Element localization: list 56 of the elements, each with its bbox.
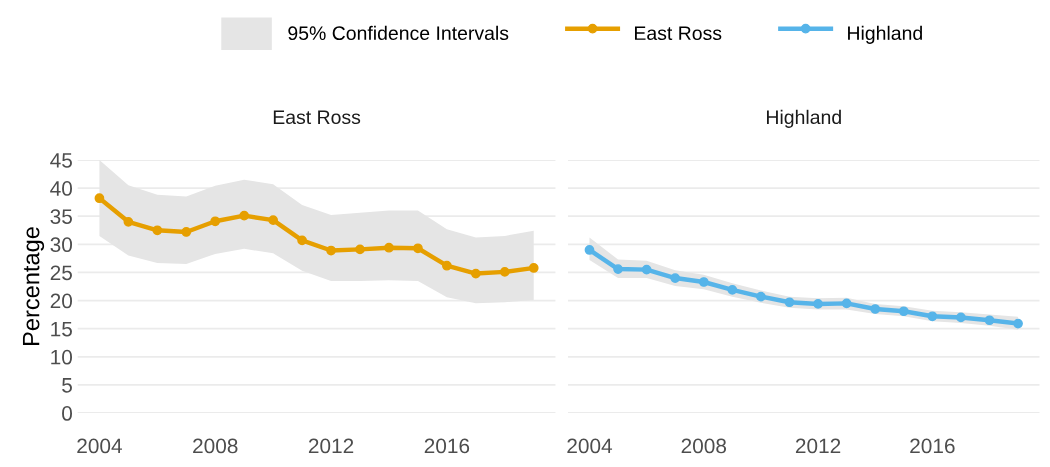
point — [784, 297, 795, 308]
point — [641, 264, 652, 275]
point — [927, 311, 938, 322]
point — [528, 263, 539, 273]
y-tick-label: 35 — [50, 209, 72, 224]
chart-title: Highland — [767, 109, 841, 128]
point — [984, 315, 995, 326]
point — [470, 268, 481, 279]
point — [94, 193, 105, 204]
point — [670, 273, 681, 283]
point — [756, 291, 766, 302]
point — [813, 299, 823, 309]
x-tick-label: 2016 — [910, 438, 955, 454]
point — [727, 285, 738, 295]
point — [297, 235, 307, 246]
x-tick-label: 2008 — [681, 438, 727, 454]
legend-label: East Ross — [635, 26, 722, 41]
point — [584, 245, 595, 255]
point — [268, 215, 279, 226]
point — [1013, 318, 1023, 329]
point — [413, 243, 423, 254]
point — [355, 244, 365, 255]
x-tick-label: 2012 — [795, 438, 841, 454]
y-tick-label: 40 — [50, 181, 73, 196]
y-tick-label: 25 — [50, 265, 72, 281]
point — [210, 216, 221, 227]
point — [898, 306, 909, 317]
y-tick-label: 20 — [50, 293, 73, 309]
point — [239, 210, 250, 221]
point — [956, 312, 966, 323]
x-tick-label: 2012 — [308, 438, 354, 454]
point — [384, 242, 394, 253]
text: 95% Confidence Intervals — [288, 25, 509, 41]
x-tick-label: 2004 — [567, 438, 613, 454]
point — [326, 245, 336, 256]
y-axis-title: Percentage — [22, 227, 45, 345]
point — [181, 227, 192, 237]
point — [442, 260, 452, 271]
chart-title: East Ross — [273, 110, 361, 125]
y-tick-label: 45 — [50, 153, 72, 168]
y-tick-label: 5 — [62, 378, 72, 393]
y-tick-label: 10 — [51, 349, 73, 365]
legend-label: Highland — [848, 25, 922, 44]
point — [841, 298, 852, 309]
point — [499, 267, 510, 277]
point — [698, 277, 709, 287]
point — [613, 264, 623, 274]
y-tick-label: 30 — [50, 237, 73, 253]
y-tick-label: 15 — [51, 321, 72, 337]
y-tick-label: 0 — [62, 406, 73, 421]
x-tick-label: 2016 — [424, 438, 470, 454]
point — [870, 304, 881, 314]
point — [152, 225, 163, 236]
point — [123, 216, 134, 227]
x-tick-label: 2008 — [193, 438, 238, 454]
x-tick-label: 2004 — [77, 438, 122, 454]
